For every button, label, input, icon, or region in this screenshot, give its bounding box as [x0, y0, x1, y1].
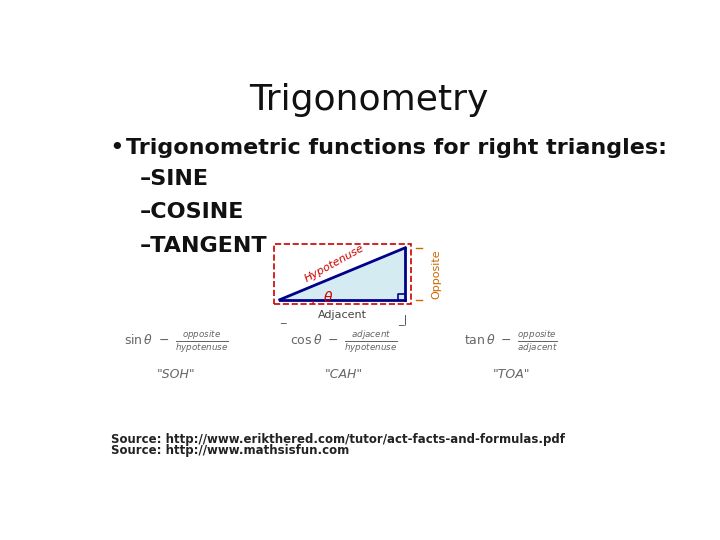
- Text: Source: http://www.erikthered.com/tutor/act-facts-and-formulas.pdf: Source: http://www.erikthered.com/tutor/…: [111, 434, 565, 447]
- Text: _: _: [279, 314, 285, 325]
- Text: Opposite: Opposite: [431, 249, 441, 299]
- Text: $\tan\theta\ -\ \frac{opposite}{adjacent}$: $\tan\theta\ -\ \frac{opposite}{adjacent…: [464, 328, 558, 354]
- Text: Trigonometry: Trigonometry: [249, 83, 489, 117]
- Text: Source: http://www.mathsisfun.com: Source: http://www.mathsisfun.com: [111, 444, 349, 457]
- Text: –SINE: –SINE: [140, 169, 210, 189]
- Text: –COSINE: –COSINE: [140, 202, 245, 222]
- Text: _|: _|: [398, 314, 407, 325]
- Text: $\sin\theta\ -\ \frac{opposite}{hypotenuse}$: $\sin\theta\ -\ \frac{opposite}{hypotenu…: [125, 328, 229, 354]
- Text: ,  $\theta$: , $\theta$: [310, 289, 334, 306]
- Text: "CAH": "CAH": [325, 368, 363, 381]
- Text: –TANGENT: –TANGENT: [140, 235, 268, 255]
- Text: "SOH": "SOH": [157, 368, 196, 381]
- Text: Hypotenuse: Hypotenuse: [303, 242, 366, 284]
- Text: Adjacent: Adjacent: [318, 310, 367, 320]
- Text: "TOA": "TOA": [492, 368, 530, 381]
- Bar: [274, 244, 411, 304]
- Text: $\cos\theta\ -\ \frac{adjacent}{hypotenuse}$: $\cos\theta\ -\ \frac{adjacent}{hypotenu…: [290, 328, 397, 354]
- Text: •: •: [109, 136, 125, 160]
- Text: Trigonometric functions for right triangles:: Trigonometric functions for right triang…: [126, 138, 667, 158]
- Polygon shape: [280, 248, 405, 300]
